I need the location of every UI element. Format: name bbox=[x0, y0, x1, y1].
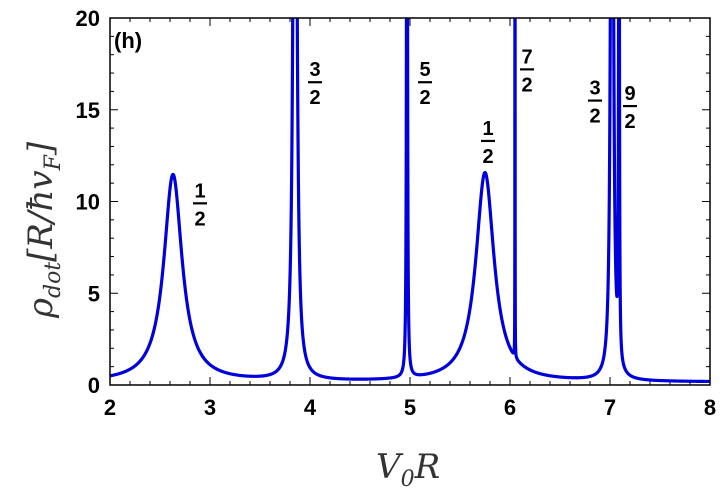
fraction-numerator: 7 bbox=[521, 46, 532, 68]
fraction-denominator: 2 bbox=[419, 87, 430, 109]
x-tick-label: 8 bbox=[704, 395, 716, 420]
x-tick-label: 2 bbox=[104, 395, 116, 420]
fraction-numerator: 1 bbox=[482, 118, 493, 140]
y-tick-label: 0 bbox=[88, 373, 100, 398]
fraction-denominator: 2 bbox=[482, 146, 493, 168]
peak-label-1: 12 bbox=[193, 180, 207, 230]
peak-label-6: 32 bbox=[588, 78, 602, 128]
x-axis-label: V0R bbox=[376, 447, 440, 492]
x-tick-label: 6 bbox=[504, 395, 516, 420]
plot-frame bbox=[109, 17, 711, 386]
peak-label-2: 32 bbox=[308, 59, 322, 109]
fraction-denominator: 2 bbox=[589, 106, 600, 128]
peak-label-5: 72 bbox=[520, 46, 534, 96]
y-tick-label: 10 bbox=[76, 190, 100, 215]
fraction-numerator: 9 bbox=[624, 83, 635, 105]
fraction-numerator: 5 bbox=[419, 59, 430, 81]
panel-label: (h) bbox=[114, 28, 142, 53]
peak-label-3: 52 bbox=[418, 59, 432, 109]
y-tick-label: 20 bbox=[76, 6, 100, 31]
fraction-numerator: 3 bbox=[309, 59, 320, 81]
fraction-denominator: 2 bbox=[521, 74, 532, 96]
fraction-denominator: 2 bbox=[194, 208, 205, 230]
fraction-numerator: 3 bbox=[589, 78, 600, 100]
x-tick-label: 4 bbox=[304, 395, 317, 420]
x-tick-label: 7 bbox=[604, 395, 616, 420]
y-tick-label: 5 bbox=[88, 281, 100, 306]
fraction-denominator: 2 bbox=[309, 87, 320, 109]
dos-curve bbox=[110, 18, 710, 384]
y-axis-label: ρdot[R/ħvF] bbox=[21, 141, 66, 319]
x-tick-label: 5 bbox=[404, 395, 416, 420]
x-tick-label: 3 bbox=[204, 395, 216, 420]
fraction-numerator: 1 bbox=[194, 180, 205, 202]
fraction-denominator: 2 bbox=[624, 111, 635, 133]
y-tick-label: 15 bbox=[76, 98, 100, 123]
peak-label-7: 92 bbox=[623, 83, 637, 133]
peak-label-4: 12 bbox=[481, 118, 495, 168]
